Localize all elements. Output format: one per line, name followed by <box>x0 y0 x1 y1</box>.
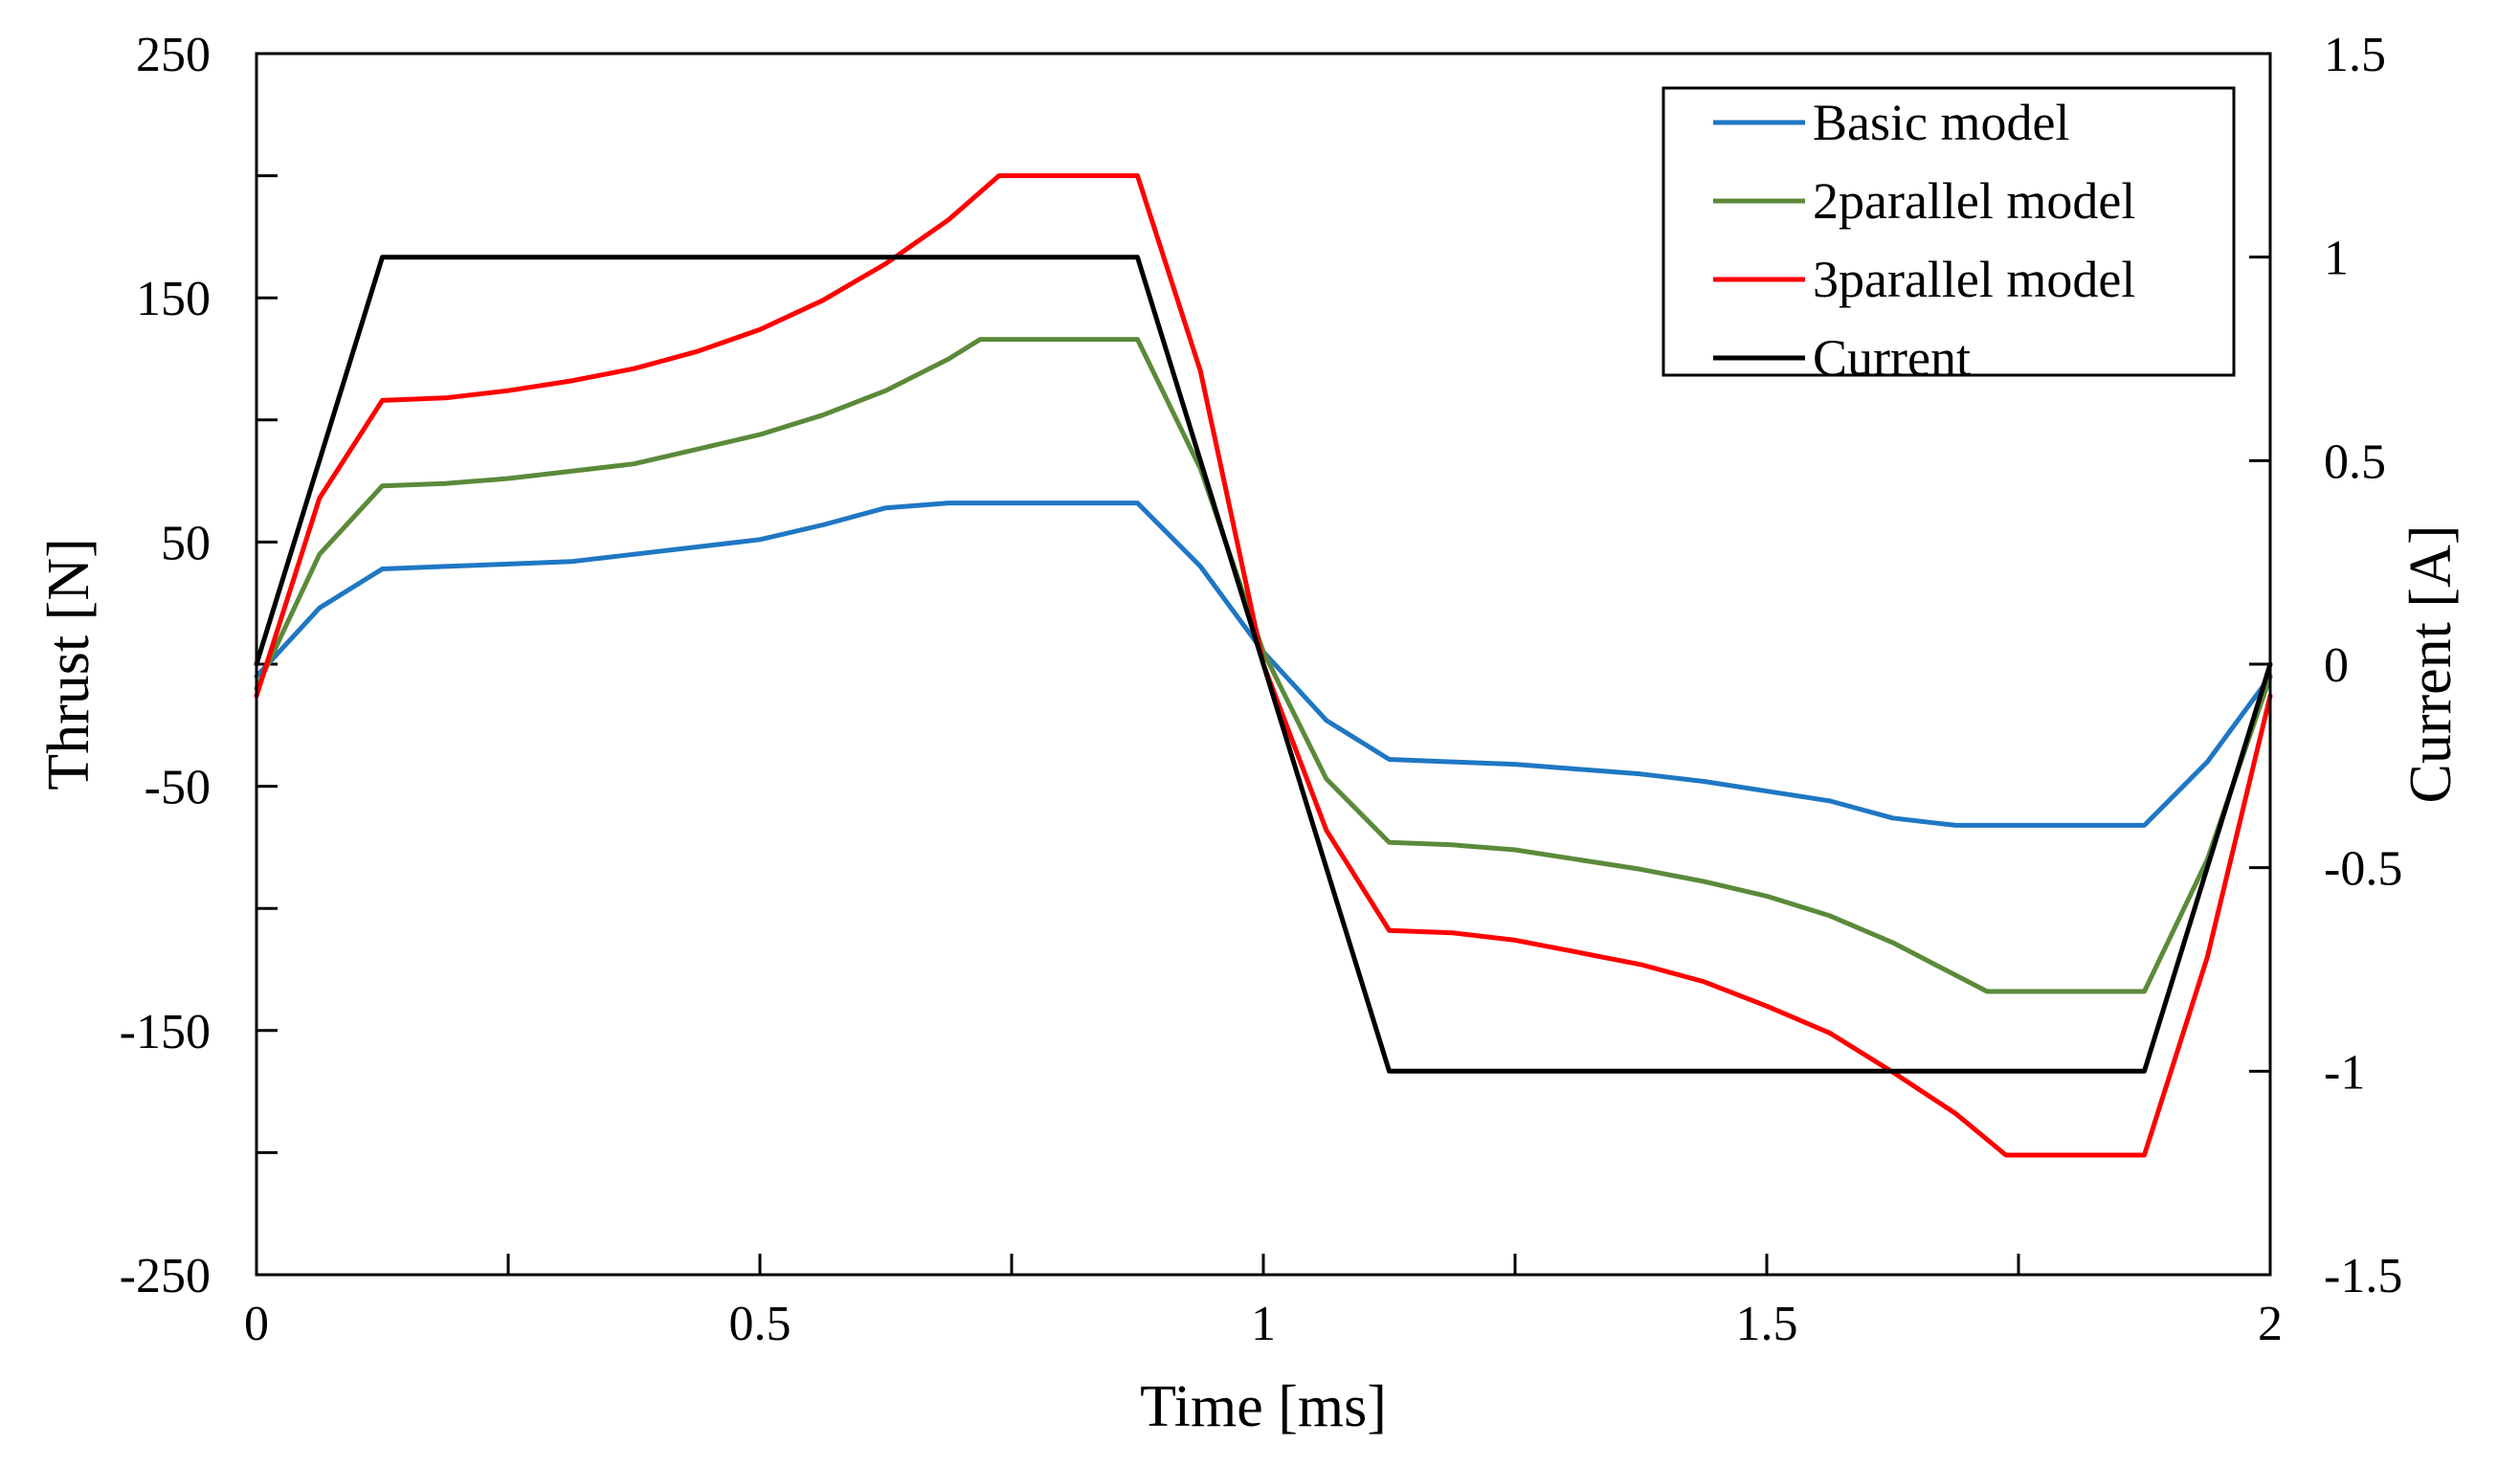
series-line-current <box>254 255 2273 1074</box>
y-left-tick-label: -150 <box>120 1005 211 1059</box>
y-right-tick-label: 1 <box>2324 232 2349 286</box>
legend-label-3parallel-model: 3parallel model <box>1813 251 2135 308</box>
tick-labels: 0 0.5 1 1.5 2 250 150 50 -50 -150 -250 1.5 1 0.5 0 -0.5… <box>120 28 2403 1351</box>
y-right-tick-label: -0.5 <box>2324 842 2402 897</box>
y-right-tick-label: 0 <box>2324 638 2349 693</box>
legend-label-current: Current <box>1813 329 1971 387</box>
y-left-tick-label: 250 <box>136 28 211 82</box>
x-tick-label: 1.5 <box>1736 1297 1798 1351</box>
y-right-tick-label: 0.5 <box>2324 434 2386 489</box>
legend: Basic model 2parallel model 3parallel mode… <box>1661 86 2236 387</box>
legend-label-2parallel-model: 2parallel model <box>1813 172 2135 230</box>
legend-box <box>1661 86 2236 377</box>
y-left-tick-label: -50 <box>145 761 211 815</box>
y-left-tick-label: 150 <box>136 272 211 326</box>
x-tick-label: 2 <box>2258 1297 2283 1351</box>
y-axis-title-left: Thrust [N] <box>36 538 101 790</box>
x-axis-title: Time [ms] <box>1140 1374 1387 1439</box>
plot-area-frame <box>255 52 2272 1277</box>
x-tick-label: 1 <box>1251 1297 1276 1351</box>
x-tick-label: 0.5 <box>729 1297 792 1351</box>
y-left-tick-label: -250 <box>120 1249 211 1303</box>
series-layer <box>254 173 2273 1158</box>
x-tick-label: 0 <box>244 1297 269 1351</box>
y-left-tick-label: 50 <box>161 516 211 570</box>
y-axis-title-right: Current [A] <box>2398 525 2464 804</box>
y-right-tick-label: -1.5 <box>2324 1249 2402 1303</box>
legend-label-basic-model: Basic model <box>1813 94 2069 151</box>
y-right-tick-label: -1 <box>2324 1045 2365 1100</box>
y-right-tick-label: 1.5 <box>2324 28 2386 82</box>
